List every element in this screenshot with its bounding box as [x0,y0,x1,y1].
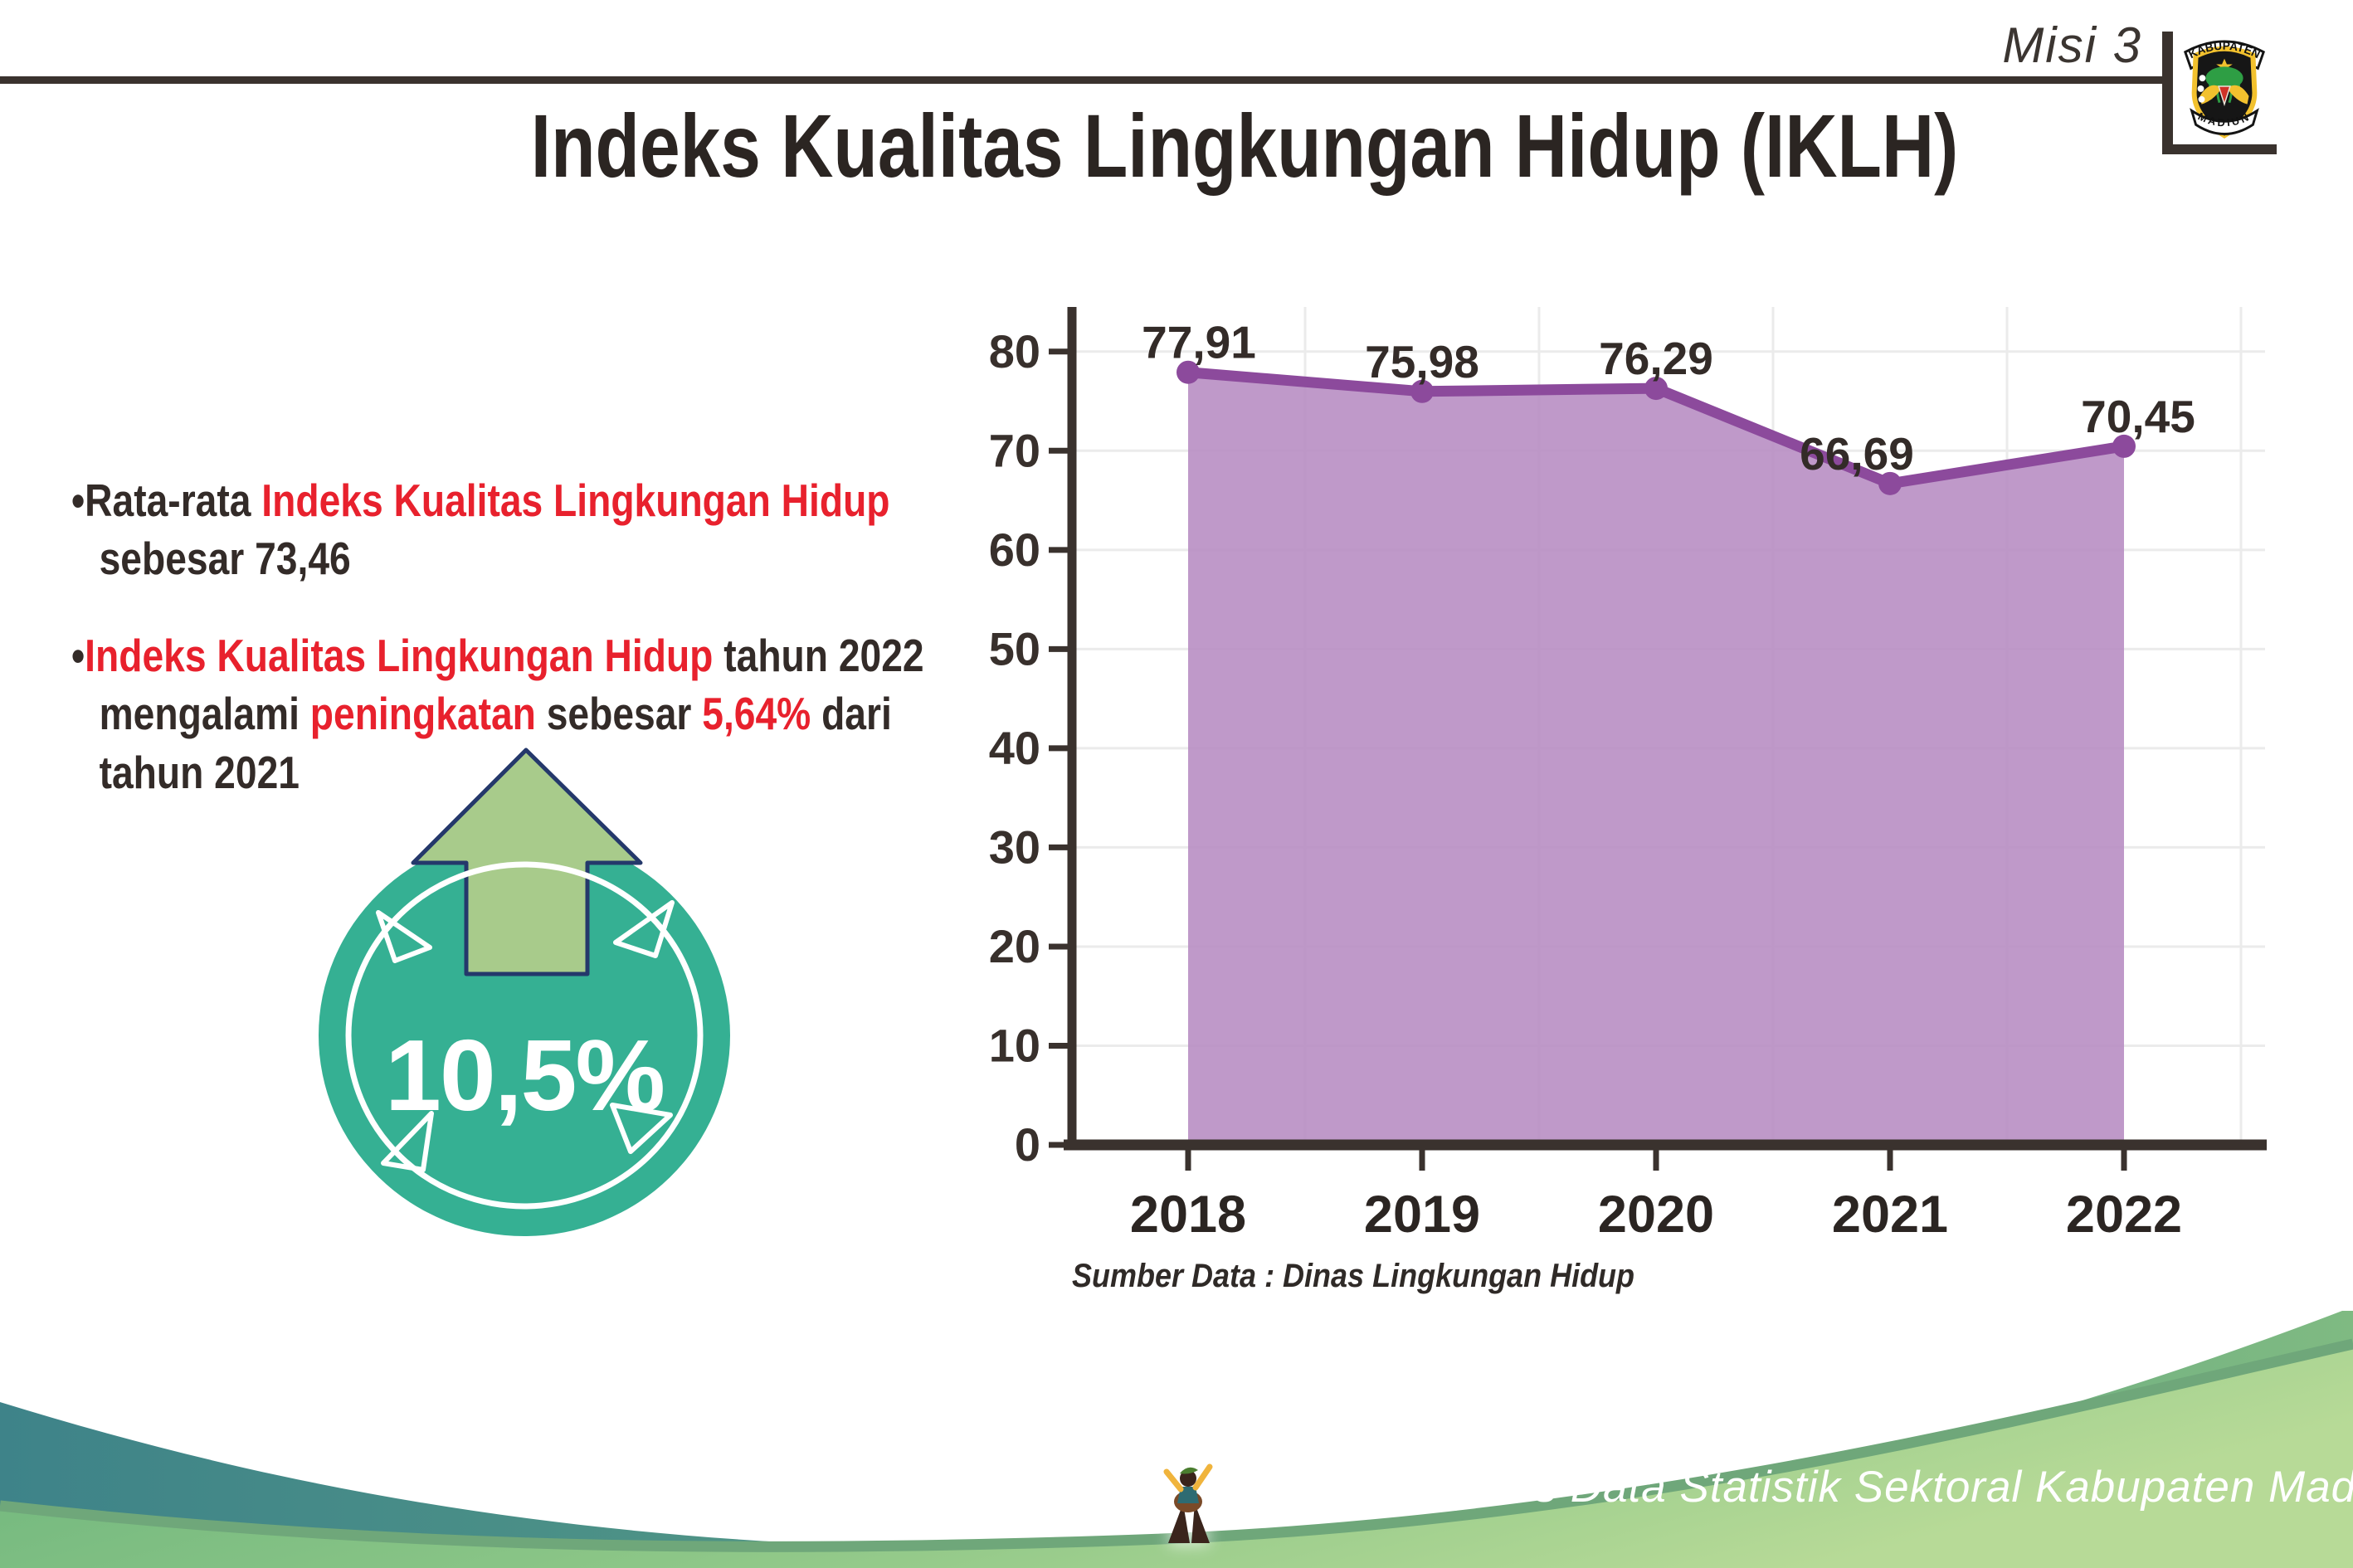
logo-bottom-ribbon [2190,108,2259,135]
svg-text:70: 70 [989,424,1040,476]
y-tick-labels: 0 10 20 30 40 50 60 70 80 [989,325,1072,1171]
mascot-leg [1168,1503,1190,1543]
data-point-labels: 77,91 75,98 76,29 66,69 70,45 [1142,317,2195,480]
bullet-line: tahun 2021 [100,743,838,801]
bullet-item-average: •Rata-rata Indeks Kualitas Lingkungan Hi… [71,471,890,588]
footer-wave-rim [0,1338,2353,1552]
logo-kris-icon [2218,85,2231,107]
footer-credit: Media Infografis Data Statistik Sektoral… [1231,1463,2353,1512]
svg-text:40: 40 [989,722,1040,774]
bullet-text-segment: Indeks Kualitas Lingkungan Hidup [85,629,714,681]
corner-frame-horizontal [2162,144,2277,154]
bullet-line: mengalami peningkatan sebesar 5,64% dari [99,684,892,743]
sparkle-triangle-icon [381,1111,434,1172]
bullet-text-segment: tahun 2022 [713,629,924,681]
bullet-text-segment: tahun 2021 [99,746,300,798]
badge-inner-ring [345,861,704,1210]
svg-text:20: 20 [989,920,1040,972]
header-rule [0,76,2163,84]
svg-text:60: 60 [989,523,1040,576]
logo-cotton-dot [2198,95,2205,103]
svg-text:2020: 2020 [1598,1186,1714,1244]
chart-canvas: 0 10 20 30 40 50 60 70 80 2018 2019 2020 2021 2022 77,… [989,307,2267,1244]
sparkle-triangle-icon [610,1103,673,1154]
logo-cotton-dot [2199,75,2206,82]
mascot-arm [1192,1463,1213,1491]
svg-text:75,98: 75,98 [1365,336,1479,387]
bullet-text-segment: mengalami [99,688,310,740]
bullet-line: sebesar 73,46 [100,529,838,587]
svg-text:30: 30 [989,821,1040,873]
bullet-line: •Indeks Kualitas Lingkungan Hidup tahun … [71,626,924,684]
logo-tree-icon [2205,66,2243,90]
x-tick-labels: 2018 2019 2020 2021 2022 [1130,1145,2182,1244]
mascot-arm [1163,1468,1184,1493]
bullet-text-segment: sebesar [535,688,703,740]
page-title: Indeks Kualitas Lingkungan Hidup (IKLH) [530,95,1959,196]
data-point [1878,471,1902,495]
svg-text:76,29: 76,29 [1599,333,1713,384]
bullet-text-segment: • [71,629,85,681]
bullet-text-segment: sebesar 73,46 [99,533,351,585]
svg-text:77,91: 77,91 [1142,317,1256,368]
svg-text:2022: 2022 [2066,1186,2182,1244]
data-point [1176,360,1200,384]
svg-text:2021: 2021 [1832,1186,1948,1244]
svg-text:2018: 2018 [1130,1186,1246,1244]
misi-label: Misi 3 [2002,17,2142,73]
bullet-text-segment: dari [811,688,892,740]
svg-text:2019: 2019 [1364,1186,1480,1244]
increase-badge: 10,5% [319,747,730,1236]
svg-text:70,45: 70,45 [2081,391,2195,442]
bullet-text-segment: •Rata-rata [71,475,262,526]
mascot-cap [1180,1467,1198,1474]
source-note: Sumber Data : Dinas Lingkungan Hidup [1072,1258,1635,1294]
mascot-head [1180,1470,1196,1487]
corner-frame-vertical [2162,32,2173,154]
svg-text:50: 50 [989,622,1040,674]
logo-left-wing-icon [2200,85,2223,105]
statistics-mascot-icon [1163,1463,1213,1543]
bullet-text-segment: peningkatan [309,688,536,740]
bullet-text-segment: 5,64% [702,688,811,740]
data-point [2112,434,2136,458]
svg-text:0: 0 [1015,1118,1040,1171]
iklh-area-chart: 0 10 20 30 40 50 60 70 80 2018 2019 2020 2021 2022 77,… [954,307,2282,1336]
footer-wave [0,1311,2353,1568]
sparkle-triangle-icon [376,910,432,963]
logo-cotton-dot [2197,85,2204,92]
data-point [1644,377,1668,401]
svg-text:66,69: 66,69 [1800,428,1914,480]
bullet-line: •Rata-rata Indeks Kualitas Lingkungan Hi… [71,471,890,529]
svg-text:10: 10 [989,1019,1040,1071]
bullet-item-increase: •Indeks Kualitas Lingkungan Hidup tahun … [71,626,924,801]
kabupaten-madiun-logo: KABUPATEN MADIUN [2183,40,2266,139]
logo-star-icon [2216,58,2233,74]
sparkle-triangle-icon [613,900,675,958]
logo-right-wing-icon [2226,85,2249,105]
badge-value: 10,5% [385,1019,664,1132]
svg-text:80: 80 [989,325,1040,377]
footer-wave-green [0,1344,2353,1568]
data-point [1410,379,1434,403]
logo-bottom-text: MADIUN [2196,110,2253,129]
mascot-leg [1191,1503,1210,1543]
bullet-text-segment: Indeks Kualitas Lingkungan Hidup [261,475,890,526]
area-fill [1188,372,2124,1145]
bullet-list: •Rata-rata Indeks Kualitas Lingkungan Hi… [71,471,984,840]
